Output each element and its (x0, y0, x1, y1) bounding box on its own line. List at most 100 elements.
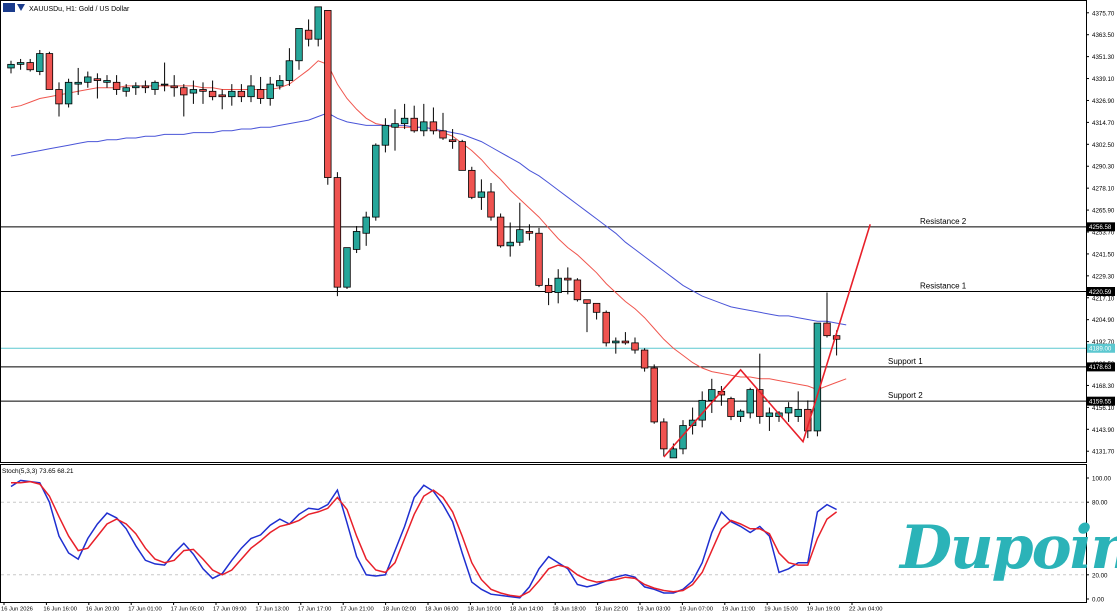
candle[interactable] (141, 80, 150, 94)
candle[interactable] (314, 6, 322, 47)
level-price-tag (1087, 286, 1115, 296)
candle[interactable] (621, 332, 630, 345)
candle[interactable] (554, 269, 562, 304)
candle[interactable] (132, 82, 140, 95)
candle[interactable] (573, 278, 582, 302)
candle[interactable] (7, 60, 15, 74)
candle[interactable] (160, 62, 169, 92)
candle[interactable] (362, 211, 370, 246)
bear-candle-body (525, 231, 534, 234)
candle[interactable] (180, 84, 188, 117)
candle[interactable] (26, 58, 34, 72)
candle[interactable] (564, 267, 572, 295)
candle[interactable] (55, 82, 63, 117)
candle[interactable] (199, 82, 207, 104)
candle[interactable] (640, 348, 649, 372)
candle[interactable] (804, 400, 812, 439)
bear-candle-body (544, 284, 553, 293)
candle[interactable] (679, 420, 687, 455)
candle[interactable] (448, 129, 457, 149)
candle[interactable] (823, 292, 831, 338)
candle[interactable] (391, 109, 399, 151)
candle[interactable] (103, 75, 111, 88)
bear-candle-body (592, 302, 601, 313)
candle[interactable] (477, 179, 486, 210)
candle[interactable] (276, 75, 284, 90)
candle[interactable] (285, 48, 294, 86)
candle[interactable] (324, 10, 332, 185)
bear-candle-body (583, 299, 591, 304)
candle[interactable] (429, 107, 438, 135)
candle[interactable] (247, 75, 255, 103)
candle[interactable] (93, 73, 102, 99)
candle[interactable] (602, 310, 610, 347)
pattern-zigzag-line[interactable] (663, 224, 871, 458)
candle[interactable] (516, 202, 524, 246)
candle[interactable] (112, 75, 121, 95)
candle[interactable] (372, 143, 380, 221)
candle[interactable] (458, 139, 466, 171)
price-tick-label: 4168.30 (1092, 383, 1115, 390)
candle[interactable] (420, 103, 428, 137)
candle[interactable] (151, 80, 159, 95)
candle[interactable] (756, 353, 764, 424)
candle[interactable] (592, 302, 601, 320)
candle[interactable] (208, 80, 217, 101)
candle[interactable] (765, 407, 774, 431)
candle[interactable] (727, 396, 735, 421)
candle[interactable] (237, 84, 246, 103)
candle[interactable] (84, 71, 92, 88)
candle[interactable] (746, 387, 754, 419)
candle[interactable] (343, 247, 351, 289)
candle[interactable] (496, 213, 505, 248)
candle[interactable] (400, 103, 409, 130)
candle[interactable] (650, 364, 658, 424)
candle[interactable] (468, 166, 476, 200)
candle[interactable] (295, 28, 303, 70)
candle[interactable] (631, 337, 639, 354)
symbol-menu-icon[interactable] (3, 3, 15, 12)
candle[interactable] (170, 75, 178, 97)
candle[interactable] (74, 67, 82, 95)
candle[interactable] (122, 84, 130, 97)
candle[interactable] (813, 322, 822, 437)
time-tick-label: 17 Jun 21:00 (340, 607, 374, 612)
bear-candle-body (93, 78, 102, 81)
candle[interactable] (304, 19, 313, 47)
bear-candle-body (26, 62, 34, 71)
candle[interactable] (333, 172, 342, 297)
candle[interactable] (784, 402, 793, 422)
candle[interactable] (698, 391, 706, 428)
candle[interactable] (266, 76, 274, 106)
candle[interactable] (535, 227, 543, 288)
candle[interactable] (64, 78, 73, 108)
candle[interactable] (228, 84, 236, 106)
symbol-arrow-icon[interactable] (17, 4, 25, 11)
candle[interactable] (736, 409, 745, 422)
candle[interactable] (506, 222, 514, 257)
candle[interactable] (612, 337, 620, 354)
bear-candle-body (237, 90, 246, 98)
candle[interactable] (708, 378, 716, 413)
candle[interactable] (381, 118, 390, 153)
candle[interactable] (189, 80, 198, 104)
candle[interactable] (36, 49, 44, 76)
candle[interactable] (583, 299, 591, 333)
candle[interactable] (525, 224, 534, 241)
candle[interactable] (352, 226, 361, 254)
candle[interactable] (256, 76, 265, 104)
candle[interactable] (439, 112, 447, 140)
candle[interactable] (487, 182, 495, 221)
time-tick-label: 16 Jun 2026 (1, 607, 33, 612)
price-tick-label: 4241.50 (1092, 251, 1115, 258)
candle[interactable] (218, 89, 226, 110)
candle[interactable] (794, 391, 802, 422)
candle[interactable] (660, 418, 668, 457)
candle[interactable] (544, 278, 553, 306)
candle[interactable] (16, 58, 25, 70)
candle[interactable] (410, 105, 418, 133)
level-price-tag-text: 4220.59 (1089, 289, 1112, 296)
candle[interactable] (688, 407, 697, 435)
candle[interactable] (45, 51, 54, 90)
level-label: Support 2 (888, 391, 923, 400)
